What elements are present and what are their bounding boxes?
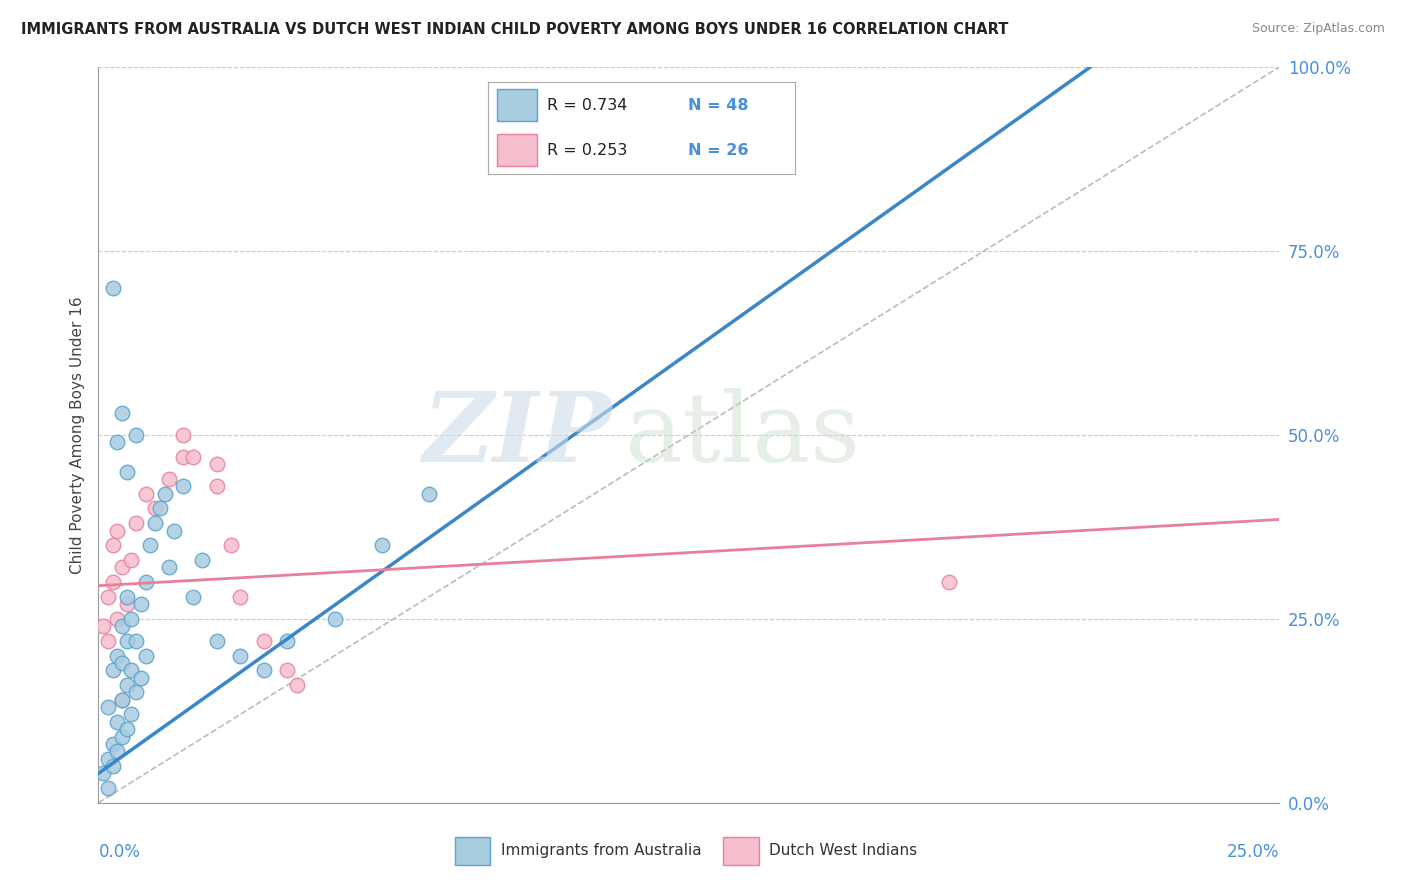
Point <box>115 723 138 737</box>
Point <box>115 465 138 479</box>
Point <box>91 619 114 633</box>
Point <box>111 560 134 574</box>
Point <box>139 538 162 552</box>
Point <box>163 524 186 538</box>
Point <box>121 707 143 722</box>
Point <box>205 633 228 648</box>
Point <box>253 633 276 648</box>
Point <box>418 487 440 501</box>
Point <box>323 612 346 626</box>
Text: Source: ZipAtlas.com: Source: ZipAtlas.com <box>1251 22 1385 36</box>
Text: 0.0%: 0.0% <box>98 843 141 862</box>
Point <box>125 427 148 442</box>
Point <box>153 487 176 501</box>
Point <box>135 575 157 590</box>
Point <box>205 457 228 471</box>
Point <box>111 692 134 706</box>
Point <box>105 435 128 450</box>
Point <box>191 553 214 567</box>
Point <box>105 524 128 538</box>
Point <box>121 553 143 567</box>
Text: IMMIGRANTS FROM AUSTRALIA VS DUTCH WEST INDIAN CHILD POVERTY AMONG BOYS UNDER 16: IMMIGRANTS FROM AUSTRALIA VS DUTCH WEST … <box>21 22 1008 37</box>
Point <box>157 472 180 486</box>
Point <box>101 281 124 295</box>
Point <box>149 501 172 516</box>
Point <box>101 737 124 751</box>
Point <box>97 751 120 765</box>
Point <box>205 479 228 493</box>
Point <box>135 487 157 501</box>
Point <box>111 656 134 670</box>
Point <box>111 406 134 420</box>
Point <box>97 700 120 714</box>
Point <box>172 450 194 464</box>
Point <box>105 648 128 663</box>
Point <box>938 575 960 590</box>
Point <box>101 538 124 552</box>
Point <box>229 590 252 604</box>
Text: ZIP: ZIP <box>423 388 612 482</box>
Point <box>97 590 120 604</box>
Point <box>229 648 252 663</box>
Point <box>129 671 152 685</box>
Text: Immigrants from Australia: Immigrants from Australia <box>501 844 702 858</box>
FancyBboxPatch shape <box>456 837 491 865</box>
Point <box>125 685 148 699</box>
Point <box>101 664 124 678</box>
Point <box>219 538 242 552</box>
Point <box>115 633 138 648</box>
Point <box>111 619 134 633</box>
Point <box>172 479 194 493</box>
Point <box>105 714 128 729</box>
Point <box>115 590 138 604</box>
Point <box>143 501 166 516</box>
Point <box>276 664 298 678</box>
Point <box>157 560 180 574</box>
Point <box>97 633 120 648</box>
Point <box>101 575 124 590</box>
Point <box>105 744 128 758</box>
Text: atlas: atlas <box>624 388 860 482</box>
FancyBboxPatch shape <box>723 837 759 865</box>
Point <box>371 538 394 552</box>
Point <box>111 692 134 706</box>
Point <box>181 450 204 464</box>
Point <box>91 766 114 780</box>
Point <box>111 730 134 744</box>
Point <box>101 759 124 773</box>
Point <box>172 427 194 442</box>
Point <box>285 678 308 692</box>
Point <box>181 590 204 604</box>
Point <box>121 664 143 678</box>
Point <box>143 516 166 530</box>
Point <box>125 633 148 648</box>
Point <box>97 781 120 796</box>
Text: 25.0%: 25.0% <box>1227 843 1279 862</box>
Point <box>129 597 152 611</box>
Point <box>115 597 138 611</box>
Point <box>276 633 298 648</box>
Point <box>135 648 157 663</box>
Point <box>125 516 148 530</box>
Text: Dutch West Indians: Dutch West Indians <box>769 844 917 858</box>
Point <box>121 612 143 626</box>
Point <box>115 678 138 692</box>
Y-axis label: Child Poverty Among Boys Under 16: Child Poverty Among Boys Under 16 <box>69 296 84 574</box>
Point <box>105 612 128 626</box>
Point <box>253 664 276 678</box>
